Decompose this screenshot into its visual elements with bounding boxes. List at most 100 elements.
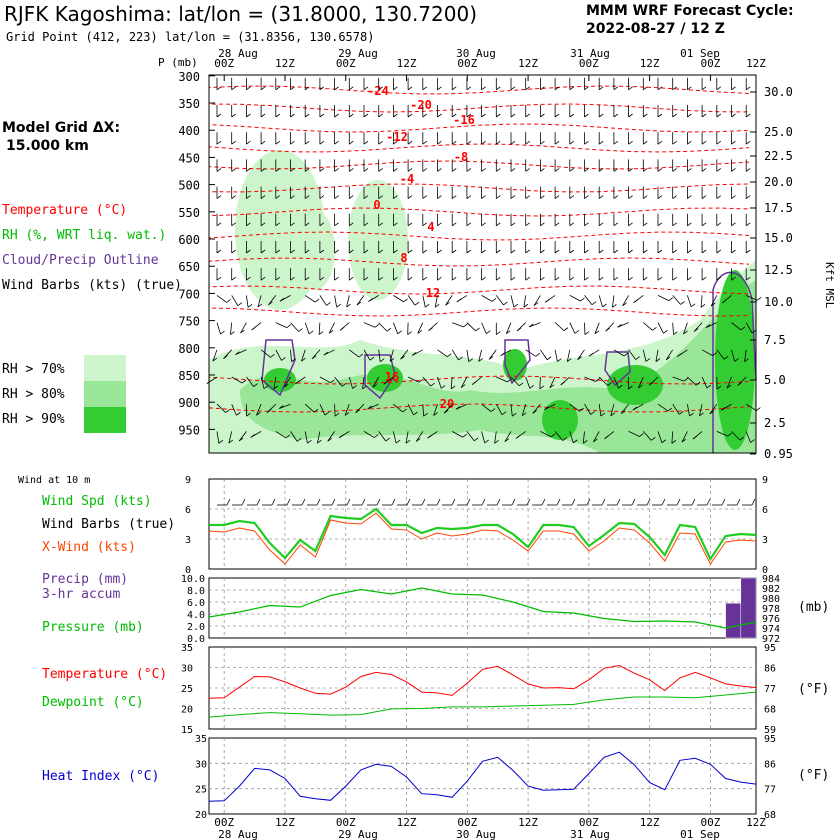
isotherm-label: 20 [440, 397, 454, 411]
wind-barb [566, 349, 571, 362]
wind-barb-feather [290, 113, 295, 118]
wind-barb-feather [403, 298, 408, 303]
wind-barb [434, 295, 438, 308]
rh70-area [295, 210, 335, 290]
sfc-wind-barb-feather [361, 498, 366, 506]
dewpoint-line [208, 691, 757, 718]
wind-barb-feather [437, 168, 442, 172]
wind-barb-feather [290, 195, 295, 199]
date-label-top: 01 Sep [680, 47, 720, 60]
wind-barb-feather [290, 222, 295, 227]
wind-barb-feather [334, 168, 339, 172]
temp-ytick-right: 77 [764, 684, 776, 695]
wind-barb [317, 431, 321, 444]
wind-barb-feather [481, 113, 486, 118]
wind-barb [569, 403, 580, 412]
x-wind-line [208, 512, 757, 565]
wind-barb-feather [290, 249, 295, 254]
wind-barb-feather [393, 168, 398, 172]
wind-barb-feather [230, 331, 235, 335]
wind-barb-feather [643, 113, 648, 118]
wind-barb-feather [363, 86, 369, 91]
wind-barb-feather [407, 331, 412, 335]
wind-barb-feather [378, 86, 383, 91]
wind-barb-feather [437, 222, 442, 227]
wind-barb-feather [423, 412, 428, 417]
wind-barb-feather [687, 276, 692, 281]
wind-barb-feather [628, 385, 633, 390]
wind-barb-feather [319, 86, 325, 91]
wind-barb-feather [334, 113, 339, 118]
pressure-panel-frame [208, 577, 757, 639]
wind-barb-feather [275, 222, 281, 227]
wind-barb-feather [447, 353, 452, 358]
wind-barb-feather [427, 434, 432, 439]
isotherm-line [208, 207, 750, 217]
wind-barb-feather [598, 195, 604, 199]
date-label-bottom: 29 Aug [338, 828, 378, 840]
wind-barb-feather [334, 140, 339, 145]
wind-barb-feather [745, 195, 751, 199]
wind-barb-feather [286, 324, 291, 328]
temp-ytick-left: 35 [181, 643, 193, 654]
wind-barb-feather [231, 86, 236, 91]
wind-barb-feather [260, 168, 266, 172]
wind-barb-feather [671, 440, 677, 444]
wind-barb-feather [569, 276, 575, 281]
wind-barb-feather [731, 249, 736, 254]
sfc-wind-barb-feather [691, 498, 696, 506]
wind-barb-feather [275, 195, 281, 199]
wind-barb [319, 404, 326, 416]
cloud-outline [712, 271, 757, 453]
wind-barb [521, 404, 527, 416]
wind-barb-feather [235, 351, 240, 356]
wind-barb-feather [745, 249, 751, 254]
wind-barb-feather [532, 410, 537, 414]
wind-barb [525, 349, 536, 357]
wind-barb-feather [257, 303, 263, 308]
wind-barb-feather [716, 385, 722, 390]
wind-barb [260, 349, 271, 358]
precip-ytick: 4.0 [187, 610, 205, 621]
wind-barb-feather [663, 329, 668, 334]
sfc-wind-barb-feather [391, 498, 396, 506]
wind-barb [466, 349, 470, 362]
wind-barb-feather [510, 195, 516, 199]
wind-barb-feather [672, 222, 677, 227]
kft-axis-label: Kft MSL [823, 262, 836, 309]
wind-barb-feather [751, 329, 757, 334]
wind-barb-feather [622, 302, 627, 307]
wind-barb-feather [692, 435, 698, 440]
wind-barb-feather [510, 86, 516, 91]
wind-barb-feather [657, 113, 663, 118]
time-label-top: 00Z [700, 57, 720, 70]
wind-barb [422, 404, 425, 417]
wind-barb-feather [378, 195, 383, 199]
wind-barb-feather [466, 168, 472, 172]
wind-barb-feather [577, 356, 582, 360]
wind-barb-feather [491, 298, 497, 302]
wind-barb [445, 295, 453, 306]
wind-barb-feather [363, 249, 369, 254]
wind-barb-feather [411, 352, 417, 356]
wind-barb-feather [643, 195, 648, 199]
wind-barb-feather [338, 434, 344, 439]
wind-barb-feather [407, 195, 413, 199]
pressure-tick-label: 900 [178, 396, 200, 410]
wind-barb [216, 322, 221, 335]
wind-barb-feather [612, 303, 617, 308]
wind-barb-feather [731, 222, 736, 227]
wind-barb-feather [451, 195, 457, 199]
wind-barb-feather [731, 195, 736, 199]
wind-barb-feather [246, 140, 251, 145]
wind-barb-feather [510, 249, 516, 254]
wind-barb [304, 403, 315, 413]
wind-barb-feather [657, 222, 663, 227]
wind-barb-feather [275, 86, 281, 91]
wind-barb-feather [687, 86, 692, 91]
wind-barb-feather [501, 411, 507, 416]
wind-barb [304, 431, 308, 444]
wind-barb-feather [573, 439, 578, 444]
wind-barb [657, 403, 669, 412]
wind-barb [372, 376, 380, 388]
